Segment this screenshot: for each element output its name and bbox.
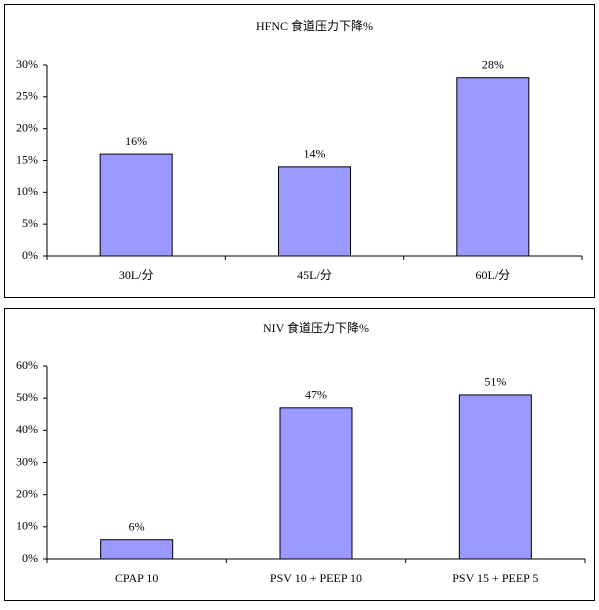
y-tick-label: 30% [16, 454, 38, 468]
data-label: 47% [305, 388, 327, 402]
data-label: 6% [129, 519, 145, 533]
y-tick-label: 10% [16, 184, 38, 198]
y-tick-label: 30% [16, 57, 38, 71]
y-tick-label: 15% [16, 152, 38, 166]
bar [100, 539, 174, 560]
chart-title: NIV 食道压力下降% [263, 320, 369, 335]
bar [279, 407, 353, 560]
y-tick-label: 20% [16, 120, 38, 134]
data-label: 16% [125, 134, 147, 148]
x-tick-label: PSV 15 + PEEP 5 [452, 571, 538, 585]
x-tick-label: 60L/分 [475, 268, 510, 282]
y-tick-label: 20% [16, 486, 38, 500]
y-tick-label: 5% [22, 216, 38, 230]
y-tick-label: 40% [16, 422, 38, 436]
x-tick-label: CPAP 10 [115, 571, 158, 585]
data-label: 28% [482, 57, 504, 71]
bar [456, 77, 530, 257]
y-tick-label: 0% [22, 551, 38, 565]
data-label: 51% [484, 375, 506, 389]
bar [278, 166, 351, 257]
bar [99, 153, 173, 257]
y-tick-label: 50% [16, 390, 38, 404]
x-tick-label: 45L/分 [297, 268, 332, 282]
x-tick-label: PSV 10 + PEEP 10 [270, 571, 362, 585]
data-label: 14% [304, 147, 326, 161]
y-tick-label: 10% [16, 519, 38, 533]
y-tick-label: 60% [16, 358, 38, 372]
x-tick-label: 30L/分 [119, 268, 154, 282]
y-tick-label: 0% [22, 248, 38, 262]
y-tick-label: 25% [16, 89, 38, 103]
chart-title: HFNC 食道压力下降% [256, 18, 373, 33]
bar [458, 394, 532, 560]
